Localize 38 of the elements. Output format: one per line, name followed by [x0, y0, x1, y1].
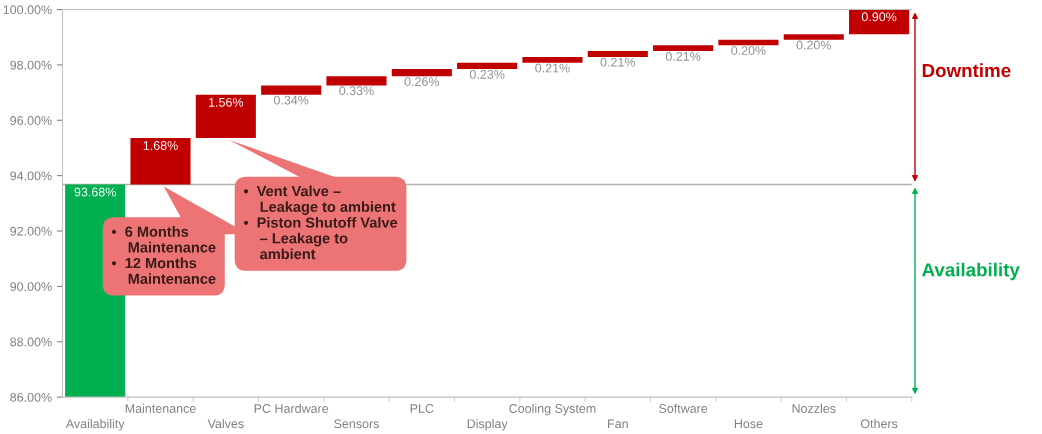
x-tick-label: Valves	[207, 418, 244, 429]
x-tick-label: Others	[860, 418, 898, 429]
text: Availability	[922, 262, 1020, 281]
data-label: 0.21%	[600, 57, 636, 67]
data-label: 0.23%	[469, 69, 505, 79]
data-label: 0.33%	[339, 86, 374, 96]
data-label: 0.20%	[796, 40, 832, 50]
x-tick-label: Hose	[734, 419, 763, 429]
x-tick-label: Maintenance	[125, 403, 196, 413]
y-tick-label: 90.00%	[10, 282, 52, 292]
x-tick-label: PLC	[410, 404, 434, 413]
y-tick-label: 94.00%	[10, 171, 52, 181]
x-tick-label: Cooling System	[509, 403, 596, 416]
x-tick-label: Availability	[65, 418, 125, 431]
data-label: 0.90%	[861, 12, 897, 22]
data-label: 0.34%	[273, 95, 309, 105]
data-label: 0.20%	[731, 46, 766, 55]
x-tick-label: Fan	[608, 419, 628, 429]
x-tick-label: PC Hardware	[254, 403, 329, 413]
x-tick-label: Display	[467, 418, 508, 431]
data-label: 0.21%	[535, 63, 570, 73]
x-tick-label: Nozzles	[792, 403, 836, 413]
x-tick-label: Sensors	[334, 419, 379, 429]
data-label: 0.21%	[665, 51, 701, 61]
data-label: 93.68%	[74, 187, 116, 197]
y-tick-label: 88.00%	[10, 337, 52, 347]
y-tick-label: 86.00%	[10, 392, 52, 402]
x-tick-label: Software	[659, 403, 708, 413]
y-tick-label: 96.00%	[10, 116, 52, 125]
annotation: • Vent Valve – Leakage to ambient • Piston Shutoff Valve – Leakage to ambient	[243, 185, 398, 260]
text: Downtime	[922, 63, 1011, 78]
data-label: 1.56%	[209, 97, 244, 107]
data-label: 1.68%	[143, 141, 178, 150]
annotation: • 6 Months Maintenance • 12 Months Maintenance	[111, 226, 216, 284]
data-label: 0.26%	[404, 77, 440, 86]
y-tick-label: 100.00%	[3, 5, 52, 15]
y-tick-label: 92.00%	[10, 226, 52, 236]
y-tick-label: 98.00%	[10, 60, 52, 70]
